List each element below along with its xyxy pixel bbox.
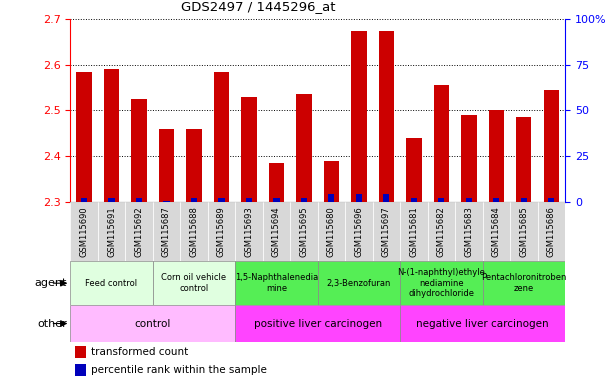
Bar [235,202,263,261]
Bar [164,201,169,202]
Text: GSM115688: GSM115688 [189,206,199,257]
Bar [356,194,362,202]
Bar [318,261,400,305]
Bar [549,198,554,202]
Bar [109,198,114,202]
Text: GSM115692: GSM115692 [134,206,144,257]
Bar [345,202,373,261]
Bar [324,161,339,202]
Bar [351,31,367,202]
Bar [483,202,510,261]
Text: GSM115690: GSM115690 [79,206,89,257]
Bar [214,72,229,202]
Bar [159,129,174,202]
Text: negative liver carcinogen: negative liver carcinogen [416,318,549,329]
Text: GSM115681: GSM115681 [409,206,419,257]
Bar [186,129,202,202]
Text: Corn oil vehicle
control: Corn oil vehicle control [161,273,227,293]
Bar [70,305,235,342]
Text: GSM115693: GSM115693 [244,206,254,257]
Text: percentile rank within the sample: percentile rank within the sample [91,365,267,375]
Bar [136,198,142,202]
Text: 1,5-Naphthalenedia
mine: 1,5-Naphthalenedia mine [235,273,318,293]
Text: 2,3-Benzofuran: 2,3-Benzofuran [327,279,391,288]
Bar [153,202,180,261]
Bar [296,94,312,202]
Bar [428,202,455,261]
Text: GSM115694: GSM115694 [272,206,281,257]
Text: GSM115687: GSM115687 [162,206,171,257]
Bar [384,194,389,202]
Bar [461,115,477,202]
Text: GSM115680: GSM115680 [327,206,336,257]
Text: GSM115689: GSM115689 [217,206,226,257]
Bar [494,198,499,202]
Bar [516,117,532,202]
Bar [538,202,565,261]
Bar [400,202,428,261]
Text: GSM115696: GSM115696 [354,206,364,257]
Text: other: other [37,318,67,329]
Text: GSM115684: GSM115684 [492,206,501,257]
Bar [131,99,147,202]
Bar [510,202,538,261]
Text: GSM115682: GSM115682 [437,206,446,257]
Bar [455,202,483,261]
Text: Pentachloronitroben
zene: Pentachloronitroben zene [481,273,566,293]
Text: control: control [134,318,171,329]
Bar [439,198,444,202]
Bar [241,97,257,202]
Text: GSM115683: GSM115683 [464,206,474,257]
Bar [180,202,208,261]
Bar [219,198,224,202]
Text: Feed control: Feed control [86,279,137,288]
Text: GDS2497 / 1445296_at: GDS2497 / 1445296_at [181,0,335,13]
Bar [125,202,153,261]
Bar [153,261,235,305]
Bar [483,261,565,305]
Bar [98,202,125,261]
Bar [191,198,197,202]
Bar [235,261,318,305]
Bar [521,198,527,202]
Bar [411,198,417,202]
Bar [75,364,86,376]
Bar [235,305,400,342]
Bar [329,194,334,202]
Text: transformed count: transformed count [91,347,188,357]
Bar [400,305,565,342]
Bar [70,202,98,261]
Bar [81,198,87,202]
Bar [263,202,290,261]
Bar [274,198,279,202]
Bar [466,198,472,202]
Bar [379,31,394,202]
Text: N-(1-naphthyl)ethyle
nediamine
dihydrochloride: N-(1-naphthyl)ethyle nediamine dihydroch… [398,268,485,298]
Text: GSM115685: GSM115685 [519,206,529,257]
Bar [104,70,119,202]
Text: GSM115695: GSM115695 [299,206,309,257]
Bar [406,138,422,202]
Bar [208,202,235,261]
Bar [434,85,449,202]
Bar [70,261,153,305]
Text: GSM115697: GSM115697 [382,206,391,257]
Text: agent: agent [35,278,67,288]
Bar [400,261,483,305]
Bar [269,163,284,202]
Bar [318,202,345,261]
Bar [489,111,504,202]
Bar [75,346,86,358]
Text: positive liver carcinogen: positive liver carcinogen [254,318,382,329]
Bar [290,202,318,261]
Text: GSM115691: GSM115691 [107,206,116,257]
Bar [246,198,252,202]
Bar [373,202,400,261]
Bar [544,90,559,202]
Bar [76,72,92,202]
Text: GSM115686: GSM115686 [547,206,556,257]
Bar [301,198,307,202]
